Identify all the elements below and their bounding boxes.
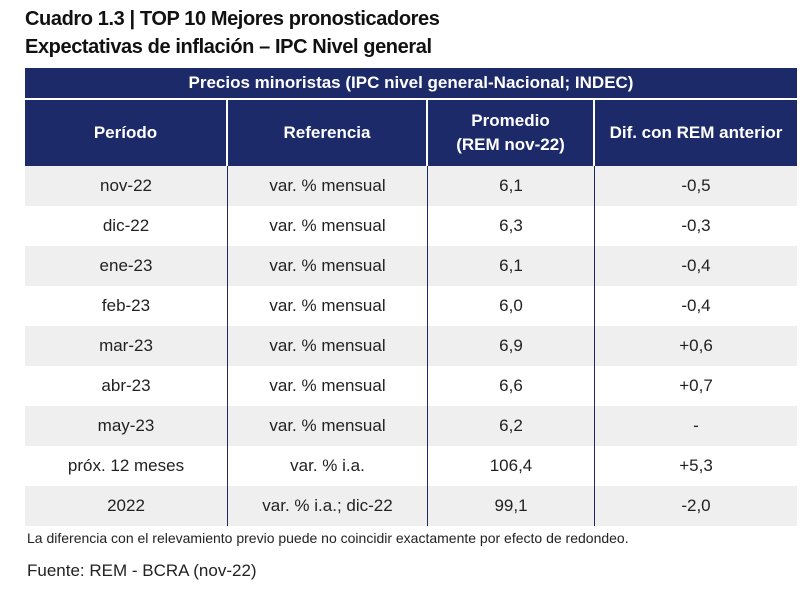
table-cell: abr-23 bbox=[25, 366, 228, 406]
table-cell: var. % i.a. bbox=[228, 446, 428, 486]
column-header: Referencia bbox=[228, 100, 428, 166]
table-cell: var. % mensual bbox=[228, 246, 428, 286]
table-row: nov-22 var. % mensual 6,1 -0,5 bbox=[25, 166, 797, 206]
column-header: Período bbox=[25, 100, 228, 166]
table-cell: -0,4 bbox=[681, 256, 711, 275]
note: La diferencia con el relevamiento previo… bbox=[27, 530, 629, 546]
table-cell: var. % mensual bbox=[228, 166, 428, 206]
table-cell: +0,6 bbox=[679, 336, 713, 355]
table-row: dic-22 var. % mensual 6,3 -0,3 bbox=[25, 206, 797, 246]
table-cell: 2022 bbox=[25, 486, 228, 526]
table-cell: nov-22 bbox=[25, 166, 228, 206]
column-header: Promedio (REM nov-22) bbox=[428, 100, 595, 166]
table-cell: var. % mensual bbox=[228, 286, 428, 326]
table-cell: var. % mensual bbox=[228, 366, 428, 406]
table-cell: +0,7 bbox=[679, 376, 713, 395]
table-cell: var. % mensual bbox=[228, 406, 428, 446]
table-cell: 6,1 bbox=[428, 166, 595, 206]
table-cell: dic-22 bbox=[25, 206, 228, 246]
table-cell: feb-23 bbox=[25, 286, 228, 326]
title: Cuadro 1.3 | TOP 10 Mejores pronosticado… bbox=[25, 8, 440, 30]
table-cell: 6,6 bbox=[428, 366, 595, 406]
table-row: mar-23 var. % mensual 6,9 +0,6 bbox=[25, 326, 797, 366]
table-cell: may-23 bbox=[25, 406, 228, 446]
table-cell: 6,0 bbox=[428, 286, 595, 326]
table-cell: mar-23 bbox=[25, 326, 228, 366]
table-cell: var. % mensual bbox=[228, 206, 428, 246]
table-cell: -0,4 bbox=[681, 296, 711, 315]
table-row: abr-23 var. % mensual 6,6 +0,7 bbox=[25, 366, 797, 406]
table-cell: 6,3 bbox=[428, 206, 595, 246]
table-row: próx. 12 meses var. % i.a. 106,4 +5,3 bbox=[25, 446, 797, 486]
table-cell: -2,0 bbox=[681, 496, 711, 515]
table-row: feb-23 var. % mensual 6,0 -0,4 bbox=[25, 286, 797, 326]
table: Precios minoristas (IPC nivel general-Na… bbox=[25, 68, 797, 526]
source: Fuente: REM - BCRA (nov-22) bbox=[27, 561, 257, 580]
table-cell: var. % i.a.; dic-22 bbox=[228, 486, 428, 526]
table-cell: 6,1 bbox=[428, 246, 595, 286]
table-cell: +5,3 bbox=[679, 456, 713, 475]
table-cell: ene-23 bbox=[25, 246, 228, 286]
table-cell: -0,5 bbox=[681, 176, 711, 195]
table-caption: Precios minoristas (IPC nivel general-Na… bbox=[25, 68, 797, 100]
table-row: may-23 var. % mensual 6,2 - bbox=[25, 406, 797, 446]
header-row: Período Referencia Promedio (REM nov-22) Di… bbox=[25, 100, 797, 166]
subtitle: Expectativas de inflación – IPC Nivel ge… bbox=[25, 36, 432, 58]
table-row: 2022 var. % i.a.; dic-22 99,1 -2,0 bbox=[25, 486, 797, 526]
table-cell: - bbox=[693, 416, 699, 435]
table-cell: próx. 12 meses bbox=[25, 446, 228, 486]
table-cell: 6,2 bbox=[428, 406, 595, 446]
table-cell: 6,9 bbox=[428, 326, 595, 366]
table-cell: var. % mensual bbox=[228, 326, 428, 366]
table-cell: 106,4 bbox=[428, 446, 595, 486]
column-header: Dif. con REM anterior bbox=[595, 100, 797, 166]
table-cell: -0,3 bbox=[681, 216, 711, 235]
table-row: ene-23 var. % mensual 6,1 -0,4 bbox=[25, 246, 797, 286]
table-cell: 99,1 bbox=[428, 486, 595, 526]
